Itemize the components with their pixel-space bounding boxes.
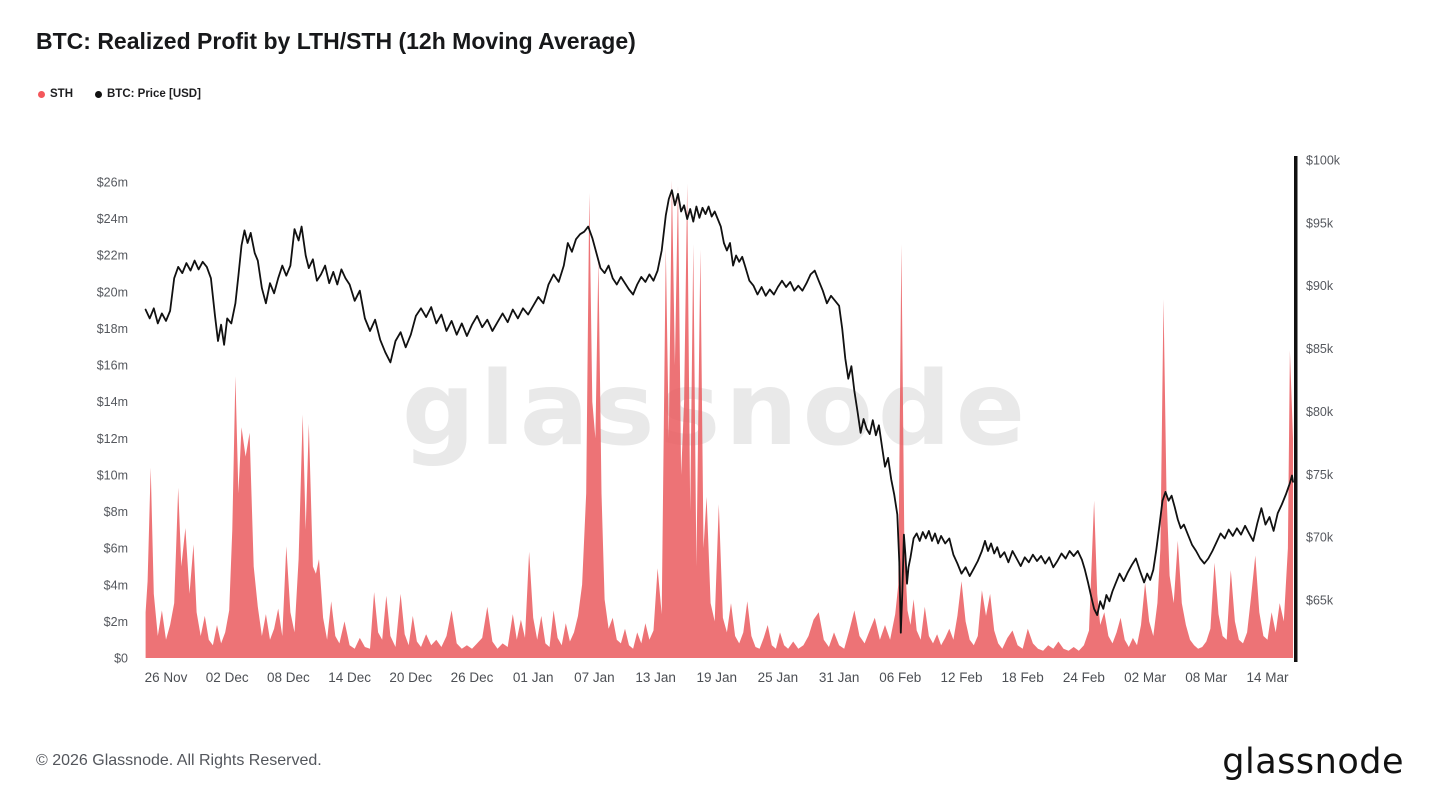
x-axis-label: 18 Feb: [1002, 670, 1044, 685]
legend-label-sth: STH: [50, 88, 73, 100]
x-axis-label: 20 Dec: [389, 670, 432, 685]
x-axis-label: 24 Feb: [1063, 670, 1105, 685]
chart-title: BTC: Realized Profit by LTH/STH (12h Mov…: [36, 28, 636, 54]
btc-price-series-dot-icon: [95, 90, 102, 98]
right-axis-label: $90k: [1306, 279, 1334, 293]
legend-item-btc-price[interactable]: BTC: Price [USD]: [95, 88, 201, 100]
left-axis-label: $20m: [97, 285, 128, 299]
glassnode-logo[interactable]: glassnode: [1222, 742, 1404, 782]
left-axis-label: $18m: [97, 322, 128, 336]
legend: STH BTC: Price [USD]: [38, 88, 201, 100]
sth-area-series[interactable]: [145, 180, 1294, 658]
btc-price-line-series[interactable]: [144, 189, 1294, 634]
x-axis-label: 14 Dec: [328, 670, 371, 685]
left-axis-label: $0: [114, 652, 128, 666]
legend-label-btc-price: BTC: Price [USD]: [107, 88, 201, 100]
left-axis-label: $14m: [97, 395, 128, 409]
right-axis-label: $95k: [1306, 216, 1334, 230]
x-axis-label: 07 Jan: [574, 670, 615, 685]
right-axis-label: $70k: [1306, 531, 1334, 545]
left-axis-label: $2m: [104, 615, 128, 629]
copyright-text: © 2026 Glassnode. All Rights Reserved.: [36, 752, 322, 769]
x-axis-label: 13 Jan: [635, 670, 676, 685]
right-axis-label: $75k: [1306, 468, 1334, 482]
x-axis-label: 26 Nov: [145, 670, 188, 685]
right-axis-label: $85k: [1306, 342, 1334, 356]
left-axis-label: $24m: [97, 212, 128, 226]
x-axis-label: 12 Feb: [940, 670, 982, 685]
left-axis-label: $26m: [97, 176, 128, 190]
x-axis-label: 02 Dec: [206, 670, 249, 685]
x-axis-label: 08 Mar: [1185, 670, 1228, 685]
right-axis-label: $80k: [1306, 405, 1334, 419]
x-axis-label: 26 Dec: [451, 670, 494, 685]
glassnode-watermark: glassnode: [402, 350, 1030, 469]
sth-series-dot-icon: [38, 90, 45, 98]
left-axis-label: $12m: [97, 432, 128, 446]
left-axis-label: $10m: [97, 468, 128, 482]
right-axis-label: $100k: [1306, 154, 1341, 168]
x-axis-label: 02 Mar: [1124, 670, 1167, 685]
x-axis-label: 31 Jan: [819, 670, 860, 685]
left-axis-label: $16m: [97, 359, 128, 373]
x-axis-label: 08 Dec: [267, 670, 310, 685]
left-axis-label: $8m: [104, 505, 128, 519]
x-axis-label: 14 Mar: [1246, 670, 1289, 685]
x-axis-label: 01 Jan: [513, 670, 554, 685]
x-axis-label: 25 Jan: [758, 670, 799, 685]
left-axis-label: $4m: [104, 578, 128, 592]
x-axis-label: 06 Feb: [879, 670, 921, 685]
right-axis-label: $65k: [1306, 594, 1334, 608]
legend-item-sth[interactable]: STH: [38, 88, 73, 100]
right-axis-line: [1294, 156, 1298, 662]
x-axis-label: 19 Jan: [697, 670, 738, 685]
left-axis-label: $6m: [104, 542, 128, 556]
left-axis-label: $22m: [97, 249, 128, 263]
